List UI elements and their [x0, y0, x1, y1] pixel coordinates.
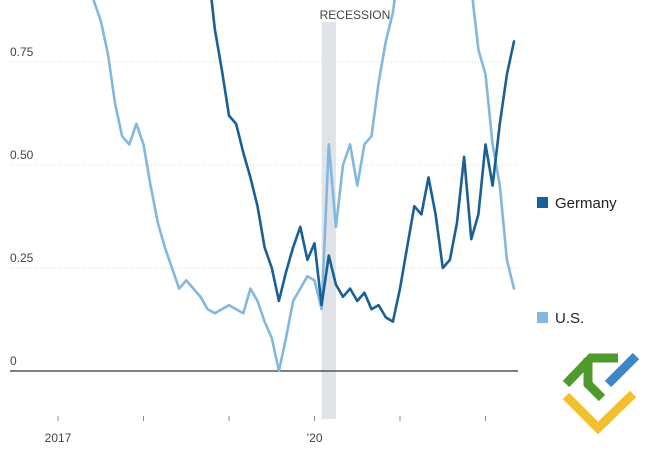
legend-label: U.S.: [555, 310, 584, 327]
series-line-us: [92, 0, 516, 373]
series-line-germany: [210, 0, 516, 323]
recession-label: RECESSION: [320, 8, 391, 22]
y-tick-label: 0: [10, 354, 17, 368]
legend-swatch: [537, 312, 548, 323]
x-tick-label: 2017: [45, 431, 72, 445]
x-tick-label: ’20: [306, 431, 322, 445]
y-tick-label: 0.75: [10, 45, 34, 59]
y-tick-label: 0.25: [10, 251, 34, 265]
legend-label: Germany: [555, 195, 617, 212]
brand-logo: [562, 352, 640, 435]
legend-swatch: [537, 197, 548, 208]
y-tick-label: 0.50: [10, 148, 34, 162]
recession-band: [321, 22, 336, 419]
